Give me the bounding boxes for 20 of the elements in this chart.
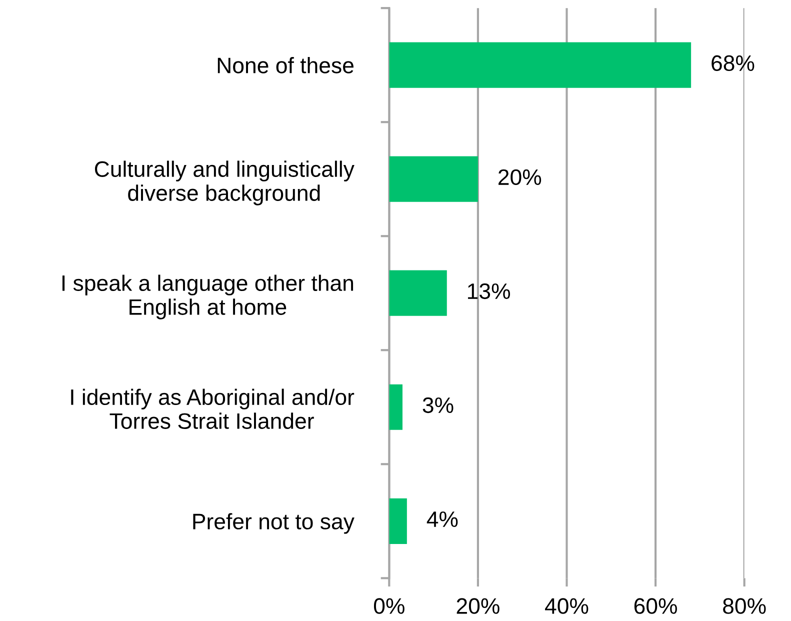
bar — [389, 270, 447, 316]
bar — [389, 498, 407, 544]
y-tick-label: Culturally and linguistically diverse background — [94, 160, 354, 206]
data-label: 4% — [426, 511, 458, 528]
data-label: 13% — [468, 283, 510, 300]
y-tick-label: Prefer not to say — [193, 513, 354, 534]
bar — [389, 384, 402, 430]
x-tick-label: 0% — [374, 598, 404, 614]
bar — [389, 156, 478, 202]
y-tick-label: None of these — [218, 57, 354, 74]
data-label: 20% — [498, 169, 542, 186]
x-tick-label: 60% — [634, 598, 677, 614]
x-tick-label: 80% — [723, 598, 766, 614]
data-label: 68% — [712, 55, 754, 72]
y-tick-label: I identify as Aboriginal and/or Torres Strait Islander — [71, 388, 354, 429]
x-tick-label: 20% — [456, 598, 500, 614]
data-label: 3% — [422, 397, 454, 414]
bar — [389, 42, 692, 88]
y-tick-label: I speak a language other than English at home — [62, 274, 354, 320]
x-tick-label: 40% — [545, 598, 588, 614]
